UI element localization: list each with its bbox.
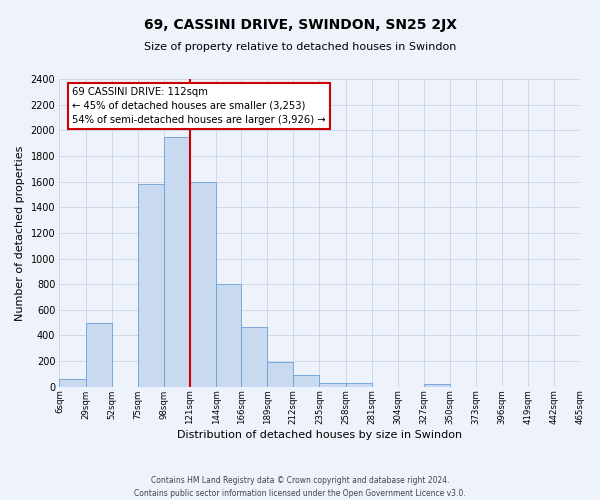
Bar [138, 184, 164, 387]
Bar [293, 374, 319, 387]
Bar [86, 322, 112, 387]
Text: Size of property relative to detached houses in Swindon: Size of property relative to detached ho… [144, 42, 456, 52]
Text: 69, CASSINI DRIVE, SWINDON, SN25 2JX: 69, CASSINI DRIVE, SWINDON, SN25 2JX [143, 18, 457, 32]
Bar [216, 284, 241, 387]
Bar [267, 362, 293, 387]
X-axis label: Distribution of detached houses by size in Swindon: Distribution of detached houses by size … [178, 430, 463, 440]
Text: Contains HM Land Registry data © Crown copyright and database right 2024.: Contains HM Land Registry data © Crown c… [151, 476, 449, 485]
Bar [346, 383, 371, 387]
Bar [190, 182, 216, 387]
Bar [241, 326, 267, 387]
Text: 69 CASSINI DRIVE: 112sqm
← 45% of detached houses are smaller (3,253)
54% of sem: 69 CASSINI DRIVE: 112sqm ← 45% of detach… [73, 86, 326, 124]
Bar [59, 379, 86, 387]
Bar [319, 383, 346, 387]
Bar [164, 136, 190, 387]
Bar [424, 384, 450, 387]
Y-axis label: Number of detached properties: Number of detached properties [15, 145, 25, 320]
Text: Contains public sector information licensed under the Open Government Licence v3: Contains public sector information licen… [134, 489, 466, 498]
